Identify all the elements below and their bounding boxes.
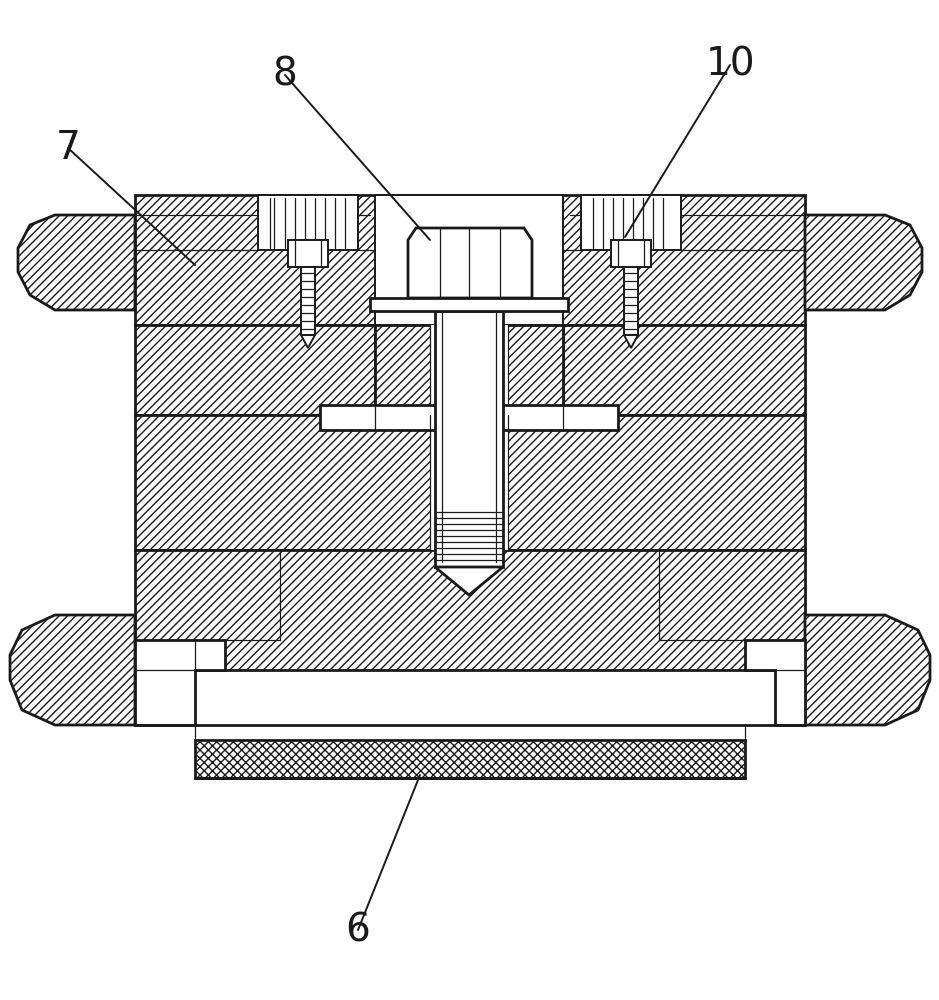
Polygon shape	[408, 228, 532, 298]
Polygon shape	[135, 195, 805, 325]
Polygon shape	[258, 195, 358, 250]
Polygon shape	[430, 415, 508, 550]
Polygon shape	[430, 325, 508, 415]
Polygon shape	[301, 267, 315, 335]
Polygon shape	[135, 640, 225, 725]
Polygon shape	[745, 640, 805, 725]
Polygon shape	[805, 215, 922, 310]
Polygon shape	[435, 311, 503, 567]
Polygon shape	[370, 298, 568, 311]
Polygon shape	[805, 615, 930, 725]
Text: 8: 8	[272, 56, 298, 94]
Polygon shape	[375, 325, 563, 415]
Polygon shape	[624, 335, 638, 348]
Text: 7: 7	[55, 129, 81, 167]
Polygon shape	[135, 325, 375, 415]
Polygon shape	[288, 240, 328, 267]
Polygon shape	[611, 240, 651, 267]
Text: 6: 6	[346, 911, 371, 949]
Polygon shape	[375, 195, 563, 325]
Polygon shape	[18, 215, 135, 310]
Polygon shape	[563, 325, 805, 415]
Text: 10: 10	[705, 46, 755, 84]
Polygon shape	[624, 267, 638, 335]
Polygon shape	[320, 405, 618, 430]
Polygon shape	[10, 615, 135, 725]
Polygon shape	[135, 550, 805, 670]
Polygon shape	[135, 415, 805, 550]
Polygon shape	[301, 335, 315, 348]
Polygon shape	[195, 740, 745, 778]
Polygon shape	[435, 567, 503, 595]
Polygon shape	[581, 195, 681, 250]
